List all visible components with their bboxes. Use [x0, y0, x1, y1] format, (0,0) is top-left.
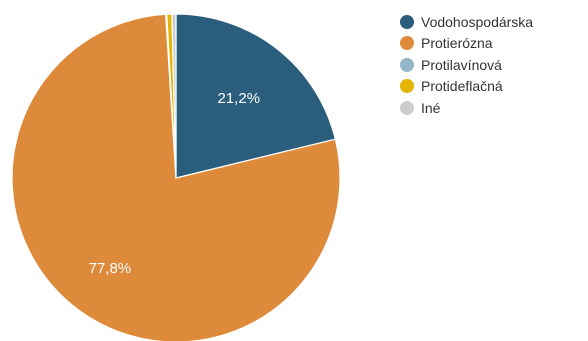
pie-slice-protierozna[interactable] — [11, 13, 341, 341]
legend-label: Protierózna — [421, 35, 493, 52]
pie-data-labels: 21,2% 77,8% — [89, 90, 260, 277]
legend-swatch — [400, 79, 414, 94]
legend-item-ine[interactable]: Iné — [400, 97, 586, 119]
legend-label: Protilavínová — [421, 56, 502, 73]
legend: Vodohospodárska Protierózna Protilavínov… — [400, 11, 586, 119]
data-label-vodohospodarska: 21,2% — [218, 90, 261, 107]
pie-chart-plot: 21,2% 77,8% — [11, 13, 341, 341]
legend-swatch — [400, 14, 414, 29]
legend-swatch — [400, 100, 414, 115]
legend-item-protideflacna[interactable]: Protideflačná — [400, 76, 586, 98]
legend-item-vodohospodarska[interactable]: Vodohospodárska — [400, 11, 586, 33]
pie-slice-vodohospodarska[interactable] — [175, 13, 337, 179]
pie-slice-ine[interactable] — [171, 13, 177, 179]
legend-label: Protideflačná — [421, 78, 503, 95]
legend-swatch — [400, 57, 414, 72]
legend-item-protierozna[interactable]: Protierózna — [400, 33, 586, 55]
legend-label: Vodohospodárska — [421, 13, 534, 30]
pie-slices — [11, 13, 341, 341]
legend-item-protilavinova[interactable]: Protilavínová — [400, 54, 586, 76]
data-label-protierozna: 77,8% — [89, 260, 132, 277]
legend-swatch — [400, 36, 414, 51]
legend-label: Iné — [421, 99, 441, 116]
